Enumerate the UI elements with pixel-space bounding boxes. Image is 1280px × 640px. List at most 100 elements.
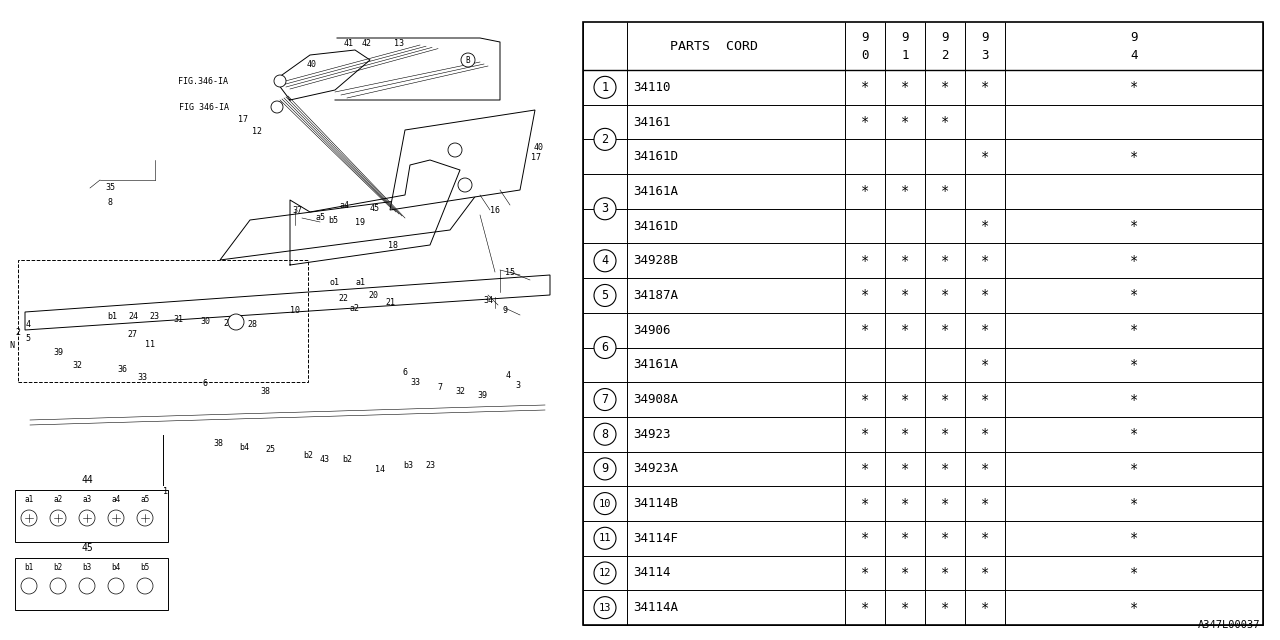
Text: *: *: [980, 289, 989, 303]
Text: 33: 33: [410, 378, 420, 387]
Text: 6: 6: [402, 367, 407, 376]
Text: b1: b1: [108, 312, 116, 321]
Text: *: *: [861, 531, 869, 545]
Text: b2: b2: [303, 451, 314, 460]
Circle shape: [20, 510, 37, 526]
Text: N: N: [9, 340, 14, 349]
Circle shape: [108, 510, 124, 526]
Text: 37: 37: [292, 205, 302, 214]
Text: 34114B: 34114B: [634, 497, 678, 510]
Text: *: *: [861, 497, 869, 511]
Text: a1: a1: [355, 278, 365, 287]
Circle shape: [50, 510, 67, 526]
Text: 17: 17: [238, 115, 248, 124]
Text: 1: 1: [602, 81, 608, 94]
Text: *: *: [941, 531, 950, 545]
Text: *: *: [901, 392, 909, 406]
Text: 27: 27: [127, 330, 137, 339]
Text: 1: 1: [901, 49, 909, 61]
Text: 2: 2: [602, 133, 608, 146]
Circle shape: [20, 578, 37, 594]
Text: 16: 16: [490, 205, 500, 214]
Text: 40: 40: [307, 60, 317, 68]
Text: 34161A: 34161A: [634, 358, 678, 371]
Text: 34114A: 34114A: [634, 601, 678, 614]
Text: *: *: [861, 566, 869, 580]
Text: *: *: [901, 323, 909, 337]
Text: 2: 2: [15, 328, 20, 337]
Text: 8: 8: [108, 198, 113, 207]
Text: 9: 9: [1130, 31, 1138, 44]
Text: 30: 30: [200, 317, 210, 326]
Text: *: *: [901, 497, 909, 511]
Text: 8: 8: [602, 428, 608, 441]
Text: b3: b3: [403, 461, 413, 470]
Text: 43: 43: [320, 456, 330, 465]
Text: *: *: [1130, 323, 1138, 337]
Text: 12: 12: [599, 568, 612, 578]
Text: 34114: 34114: [634, 566, 671, 579]
Text: *: *: [861, 254, 869, 268]
Text: 29: 29: [223, 319, 233, 328]
Text: a1: a1: [24, 495, 33, 504]
Text: *: *: [901, 566, 909, 580]
Text: *: *: [901, 81, 909, 94]
Text: b2: b2: [342, 456, 352, 465]
Text: *: *: [861, 392, 869, 406]
Text: *: *: [861, 184, 869, 198]
Text: *: *: [980, 150, 989, 164]
Text: *: *: [861, 115, 869, 129]
Text: *: *: [980, 497, 989, 511]
Text: *: *: [980, 392, 989, 406]
Text: a5: a5: [141, 495, 150, 504]
Circle shape: [594, 423, 616, 445]
Text: 3: 3: [982, 49, 988, 61]
Text: 9: 9: [861, 31, 869, 44]
Text: *: *: [941, 115, 950, 129]
Text: *: *: [980, 428, 989, 441]
Text: 11: 11: [145, 339, 155, 349]
Text: A: A: [453, 145, 457, 154]
Text: 7: 7: [602, 393, 608, 406]
Text: *: *: [941, 601, 950, 614]
Text: 9: 9: [503, 305, 507, 314]
Text: *: *: [901, 254, 909, 268]
Circle shape: [594, 198, 616, 220]
Bar: [18, 260, 308, 382]
Text: 9: 9: [901, 31, 909, 44]
Text: 12: 12: [252, 127, 262, 136]
Text: 33: 33: [137, 372, 147, 381]
Text: *: *: [980, 462, 989, 476]
Text: b1: b1: [24, 563, 33, 573]
Circle shape: [271, 101, 283, 113]
Circle shape: [461, 53, 475, 67]
Circle shape: [594, 493, 616, 515]
Text: a4: a4: [340, 200, 349, 209]
Text: *: *: [980, 219, 989, 233]
Bar: [15, 490, 168, 542]
Text: *: *: [941, 497, 950, 511]
Text: *: *: [1130, 392, 1138, 406]
Polygon shape: [390, 110, 535, 210]
Text: 3: 3: [602, 202, 608, 215]
Text: 6: 6: [602, 341, 608, 354]
Text: b2: b2: [54, 563, 63, 573]
Text: 38: 38: [212, 440, 223, 449]
Text: 34161A: 34161A: [634, 185, 678, 198]
Text: FIG 346-IA: FIG 346-IA: [179, 102, 229, 111]
Text: 9: 9: [602, 463, 608, 476]
Text: *: *: [1130, 428, 1138, 441]
Circle shape: [594, 458, 616, 480]
Text: 4: 4: [506, 371, 511, 380]
Text: b3: b3: [82, 563, 92, 573]
Text: a2: a2: [349, 303, 360, 312]
Text: *: *: [861, 601, 869, 614]
Text: a3: a3: [82, 495, 92, 504]
Text: *: *: [861, 462, 869, 476]
Text: 34187A: 34187A: [634, 289, 678, 302]
Text: *: *: [901, 115, 909, 129]
Text: *: *: [901, 601, 909, 614]
Circle shape: [137, 510, 154, 526]
Text: 19: 19: [355, 218, 365, 227]
Text: *: *: [1130, 150, 1138, 164]
